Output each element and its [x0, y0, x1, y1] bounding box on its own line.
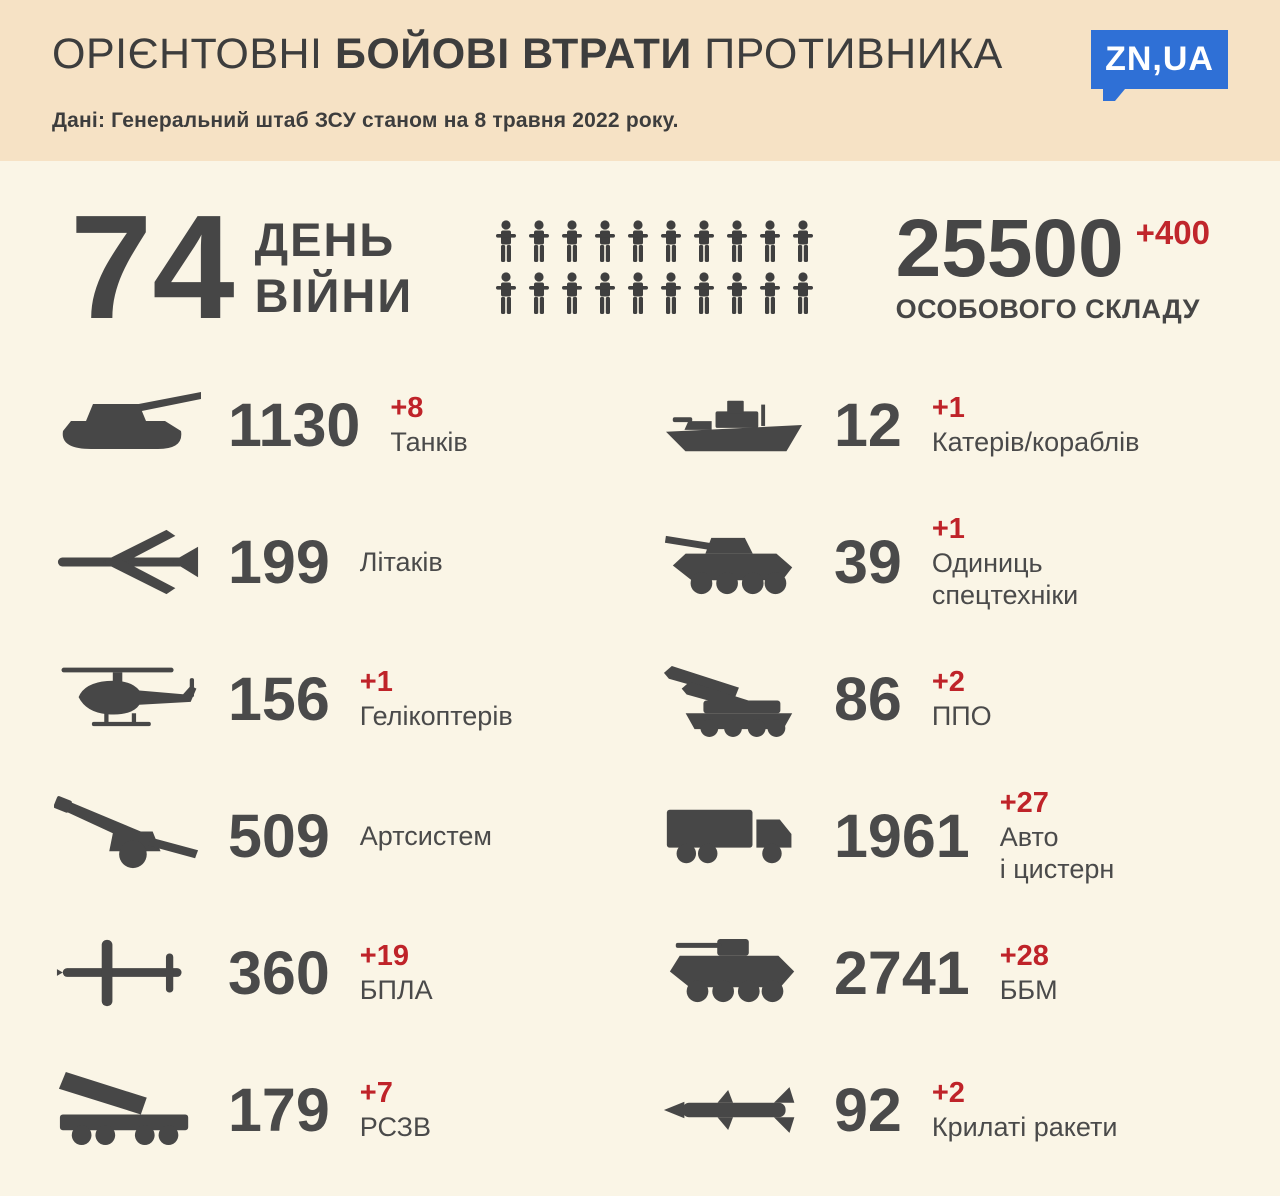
losses-grid: 1130 +8 Танків 199	[0, 339, 1280, 1179]
personnel-count: 25500	[895, 203, 1124, 295]
loss-label: Артсистем	[359, 821, 492, 852]
soldier-icon	[560, 272, 584, 316]
day-label: ДЕНЬ ВІЙНИ	[254, 213, 414, 322]
soldier-icon	[758, 220, 782, 264]
loss-value: 199	[228, 527, 330, 596]
title-regular-2: ПРОТИВНИКА	[704, 30, 1003, 78]
apc-icon	[634, 931, 834, 1015]
loss-item-mlrs: 179 +7 РСЗВ	[28, 1042, 634, 1179]
loss-delta: +2	[931, 666, 965, 699]
loss-item-airplanes: 199 Літаків	[28, 494, 634, 631]
loss-label: ППО	[931, 700, 992, 731]
soldier-icon	[527, 220, 551, 264]
soldier-icon	[626, 272, 650, 316]
loss-value: 156	[228, 664, 330, 733]
air-defense-icon	[634, 657, 834, 741]
loss-item-apc: 2741 +28 ББМ	[634, 905, 1240, 1042]
day-number: 74	[70, 185, 235, 350]
data-source-note: Дані: Генеральний штаб ЗСУ станом на 8 т…	[52, 109, 679, 132]
cruise-missile-icon	[634, 1083, 834, 1137]
summary-band: 74 ДЕНЬ ВІЙНИ	[0, 161, 1280, 350]
loss-label: Крилаті ракети	[931, 1111, 1118, 1142]
loss-delta: +8	[390, 392, 424, 425]
soldier-icon	[725, 220, 749, 264]
loss-value: 509	[228, 801, 330, 870]
personnel-delta: +400	[1135, 214, 1210, 252]
soldier-icon	[527, 272, 551, 316]
special-vehicle-icon	[634, 520, 834, 604]
loss-item-tanks: 1130 +8 Танків	[28, 357, 634, 494]
loss-item-helicopters: 156 +1 Гелікоптерів	[28, 631, 634, 768]
soldier-icon	[725, 272, 749, 316]
losses-column-right: 12 +1 Катерів/кораблів	[634, 357, 1240, 1179]
soldier-icon	[659, 220, 683, 264]
loss-item-trucks: 1961 +27 Авто і цистерн	[634, 768, 1240, 905]
personnel-label: ОСОБОВОГО СКЛАДУ	[895, 294, 1200, 325]
loss-label: БПЛА	[359, 974, 433, 1005]
loss-label: РСЗВ	[359, 1111, 431, 1142]
loss-label: Катерів/кораблів	[931, 426, 1140, 457]
soldier-icon	[560, 220, 584, 264]
loss-item-special-equipment: 39 +1 Одиниць спецтехніки	[634, 494, 1240, 631]
soldier-icon	[692, 220, 716, 264]
loss-delta: +1	[931, 513, 965, 546]
war-day-block: 74 ДЕНЬ ВІЙНИ	[70, 185, 414, 350]
personnel-block: 25500 +400 ОСОБОВОГО СКЛАДУ	[895, 203, 1210, 325]
soldier-icon	[494, 220, 518, 264]
soldier-icon	[626, 220, 650, 264]
soldier-icon	[494, 272, 518, 316]
loss-item-air-defense: 86 +2 ППО	[634, 631, 1240, 768]
soldier-icon	[692, 272, 716, 316]
uav-icon	[28, 937, 228, 1010]
soldier-icon	[593, 220, 617, 264]
title-bold: БОЙОВІ ВТРАТИ	[334, 30, 692, 78]
znua-logo[interactable]: ZN,UA	[1091, 30, 1228, 101]
loss-value: 86	[834, 664, 902, 733]
loss-value: 179	[228, 1075, 330, 1144]
loss-value: 1961	[834, 801, 970, 870]
header: ОРІЄНТОВНІ БОЙОВІ ВТРАТИ ПРОТИВНИКА ZN,U…	[0, 0, 1280, 161]
ship-icon	[634, 391, 834, 459]
loss-value: 92	[834, 1075, 902, 1144]
loss-value: 1130	[228, 390, 361, 459]
loss-item-ships: 12 +1 Катерів/кораблів	[634, 357, 1240, 494]
helicopter-icon	[28, 659, 228, 740]
loss-value: 12	[834, 390, 902, 459]
loss-delta: +1	[359, 666, 393, 699]
soldier-icon	[791, 272, 815, 316]
loss-delta: +27	[999, 787, 1049, 820]
loss-label: Літаків	[359, 547, 443, 578]
title-regular-1: ОРІЄНТОВНІ	[52, 30, 323, 78]
loss-item-artillery: 509 Артсистем	[28, 768, 634, 905]
mlrs-icon	[28, 1068, 228, 1152]
loss-item-cruise-missiles: 92 +2 Крилаті ракети	[634, 1042, 1240, 1179]
soldier-icon	[593, 272, 617, 316]
soldier-pictograms	[494, 220, 815, 316]
soldier-icon	[791, 220, 815, 264]
loss-delta: +19	[359, 940, 409, 973]
loss-value: 360	[228, 938, 330, 1007]
truck-icon	[634, 797, 834, 875]
loss-label: Авто і цистерн	[999, 821, 1115, 884]
soldier-icon	[659, 272, 683, 316]
loss-label: Гелікоптерів	[359, 700, 513, 731]
airplane-icon	[28, 520, 228, 604]
artillery-icon	[28, 794, 228, 878]
loss-delta: +2	[931, 1077, 965, 1110]
loss-label: Танків	[390, 426, 468, 457]
loss-label: ББМ	[999, 974, 1058, 1005]
page-title: ОРІЄНТОВНІ БОЙОВІ ВТРАТИ ПРОТИВНИКА	[52, 30, 1003, 79]
loss-item-uav: 360 +19 БПЛА	[28, 905, 634, 1042]
loss-delta: +7	[359, 1077, 393, 1110]
soldier-icon	[758, 272, 782, 316]
loss-label: Одиниць спецтехніки	[931, 547, 1079, 610]
losses-column-left: 1130 +8 Танків 199	[28, 357, 634, 1179]
loss-delta: +1	[931, 392, 965, 425]
tank-icon	[28, 385, 228, 465]
loss-delta: +28	[999, 940, 1049, 973]
loss-value: 2741	[834, 938, 970, 1007]
loss-value: 39	[834, 527, 902, 596]
